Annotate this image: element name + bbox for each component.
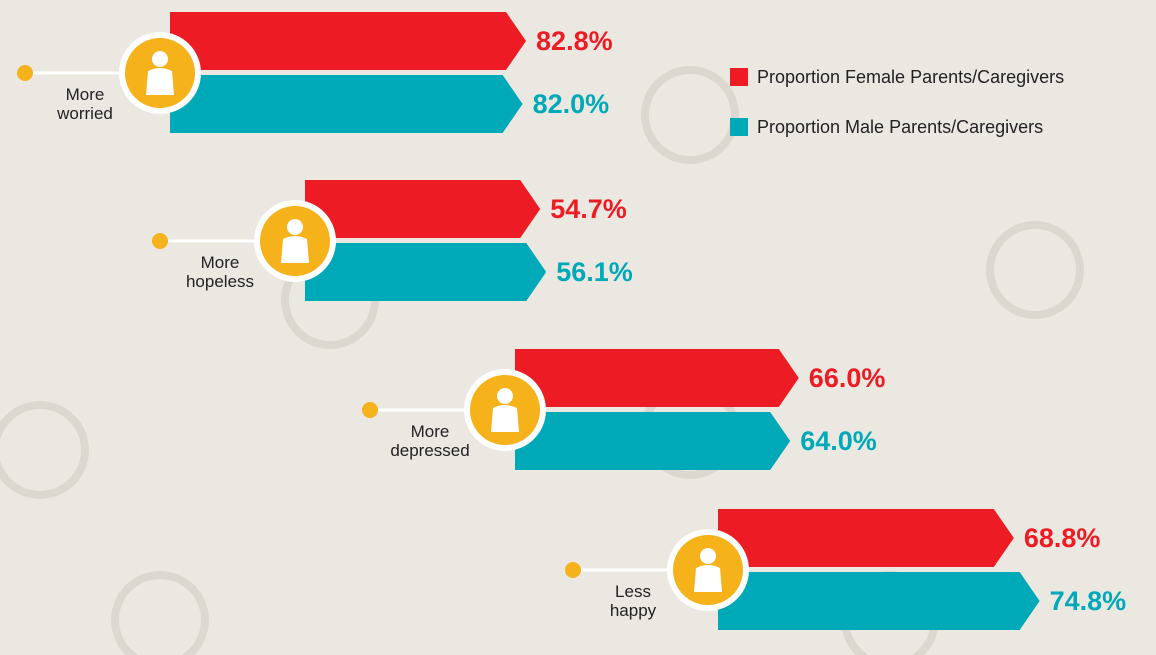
body: [281, 236, 309, 263]
dot: [152, 233, 168, 249]
value-label: 82.0%: [533, 89, 610, 119]
value-label: 68.8%: [1024, 523, 1101, 553]
infographic: 82.8% 82.0% 54.7% 56.1% 66.0% 64.0% 68.8% 74.8%…: [0, 0, 1156, 655]
value-label: 74.8%: [1050, 586, 1127, 616]
value-label: 82.8%: [536, 26, 613, 56]
value-label: 64.0%: [800, 426, 877, 456]
bar: [305, 180, 540, 238]
category-label: More worried: [57, 85, 113, 123]
legend-swatch: [730, 68, 748, 86]
category-label: More hopeless: [186, 253, 254, 291]
bar: [718, 509, 1014, 567]
bar: [515, 412, 790, 470]
value-label: 54.7%: [550, 194, 627, 224]
body: [491, 405, 519, 432]
body: [694, 565, 722, 592]
dot: [362, 402, 378, 418]
bar: [170, 12, 526, 70]
bar: [170, 75, 523, 133]
head: [497, 388, 513, 404]
chart: 82.8% 82.0% 54.7% 56.1% 66.0% 64.0% 68.8% 74.8%…: [0, 0, 1156, 655]
bar: [515, 349, 799, 407]
category-label: More depressed: [390, 422, 469, 460]
legend-label: Proportion Female Parents/Caregivers: [757, 67, 1064, 87]
head: [700, 548, 716, 564]
body: [146, 68, 174, 95]
bar: [718, 572, 1040, 630]
category-label: Less happy: [610, 582, 656, 620]
head: [287, 219, 303, 235]
dot: [565, 562, 581, 578]
legend-label: Proportion Male Parents/Caregivers: [757, 117, 1043, 137]
value-label: 56.1%: [556, 257, 633, 287]
value-label: 66.0%: [809, 363, 886, 393]
dot: [17, 65, 33, 81]
legend-swatch: [730, 118, 748, 136]
bar: [305, 243, 546, 301]
head: [152, 51, 168, 67]
